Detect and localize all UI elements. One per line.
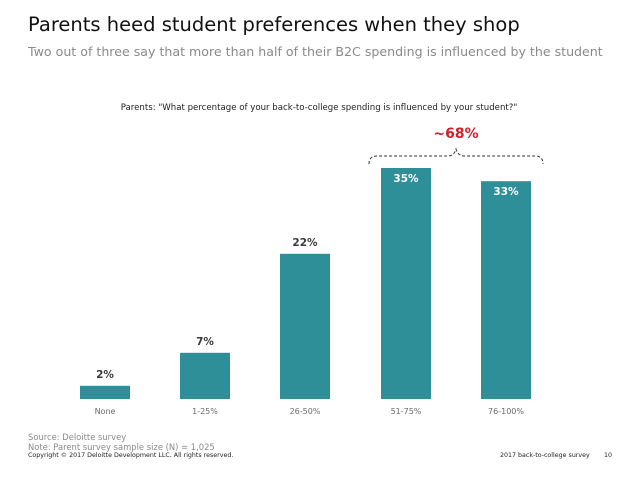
bar-none [80,385,130,399]
data-label: 2% [96,369,114,381]
annotation-bracket [368,147,544,165]
bar-1-25- [180,352,230,399]
report-name: 2017 back-to-college survey [500,452,590,459]
bar-76-100- [481,181,531,399]
x-tick-label: 26-50% [290,407,321,416]
data-label: 7% [196,336,214,348]
source-text: Source: Deloitte survey [28,432,127,442]
chart-question: Parents: "What percentage of your back-t… [120,103,518,113]
x-tick-label: 76-100% [488,407,524,416]
page-title: Parents heed student preferences when th… [28,13,520,36]
page-subtitle: Two out of three say that more than half… [28,44,603,59]
copyright-text: Copyright © 2017 Deloitte Development LL… [28,452,234,459]
data-label: 22% [292,237,318,249]
page-number: 10 [604,452,613,459]
sample-note: Note: Parent survey sample size (N) = 1,… [28,442,215,452]
data-label: 33% [493,186,519,198]
annotation-label: ~68% [433,126,478,142]
x-tick-label: None [95,407,116,416]
bar-26-50- [280,253,330,399]
data-label: 35% [393,173,419,185]
x-tick-label: 1-25% [192,407,218,416]
x-tick-label: 51-75% [391,407,422,416]
bar-51-75- [381,168,431,399]
